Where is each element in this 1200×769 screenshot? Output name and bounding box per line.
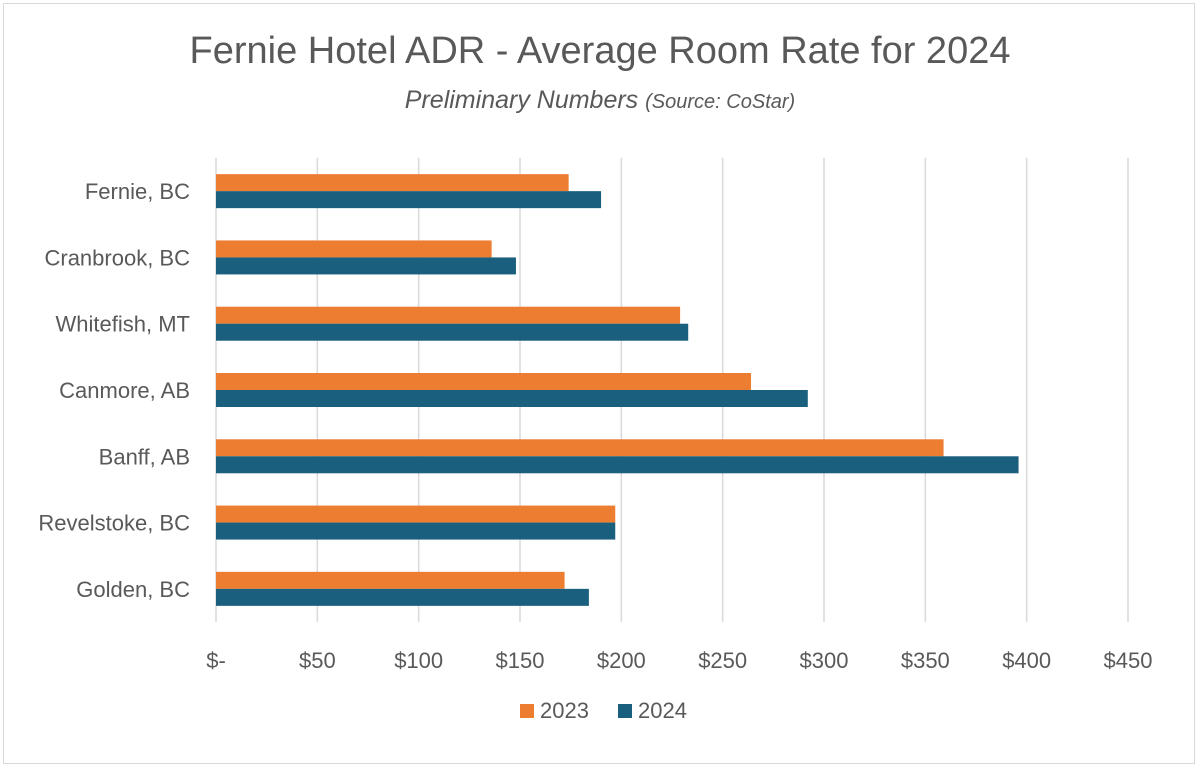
bar-2023	[216, 240, 492, 258]
x-tick-label: $300	[800, 648, 849, 673]
legend: 2023 2024	[520, 698, 687, 723]
bar-2023	[216, 373, 752, 390]
x-tick-label: $100	[394, 648, 443, 673]
tick-labels: $- $50 $100 $150 $200 $250 $300 $350 $400 $450	[206, 648, 1152, 673]
category-label: Cranbrook, BC	[44, 245, 190, 270]
x-tick-label: $400	[1002, 648, 1051, 673]
bar-2024	[216, 522, 616, 540]
category-label: Golden, BC	[76, 577, 190, 602]
bars	[216, 174, 1019, 606]
bar-2023	[216, 439, 944, 457]
legend-swatch	[520, 704, 534, 718]
bar-2024	[216, 191, 602, 209]
x-tick-label: $350	[901, 648, 950, 673]
subtitle-source: (Source: CoStar)	[645, 91, 796, 113]
category-label: Fernie, BC	[85, 179, 190, 204]
bar-2024	[216, 390, 808, 407]
x-tick-label: $150	[496, 648, 545, 673]
bar-2024	[216, 257, 516, 275]
bar-2024	[216, 323, 689, 341]
category-label: Canmore, AB	[59, 378, 190, 403]
category-label: Revelstoke, BC	[38, 511, 190, 536]
chart-subtitle: Preliminary Numbers (Source: CoStar)	[0, 86, 1200, 115]
x-tick-label: $-	[206, 648, 226, 673]
bar-2023	[216, 306, 681, 324]
chart-title: Fernie Hotel ADR - Average Room Rate for…	[189, 30, 1011, 72]
legend-label: 2024	[638, 698, 687, 723]
x-tick-label: $450	[1104, 648, 1153, 673]
subtitle-main: Preliminary Numbers	[404, 86, 639, 114]
bar-2023	[216, 571, 565, 589]
bar-2024	[216, 588, 589, 606]
bar-2023	[216, 505, 616, 523]
category-label: Whitefish, MT	[56, 312, 190, 337]
x-tick-label: $200	[597, 648, 646, 673]
x-tick-label: $250	[698, 648, 747, 673]
legend-swatch	[618, 704, 632, 718]
category-label: Banff, AB	[99, 444, 190, 469]
bar-2024	[216, 456, 1019, 474]
x-tick-label: $50	[299, 648, 336, 673]
legend-label: 2023	[540, 698, 589, 723]
bar-2023	[216, 174, 569, 192]
category-labels: Fernie, BC Cranbrook, BC Whitefish, MT Canm…	[38, 179, 190, 602]
